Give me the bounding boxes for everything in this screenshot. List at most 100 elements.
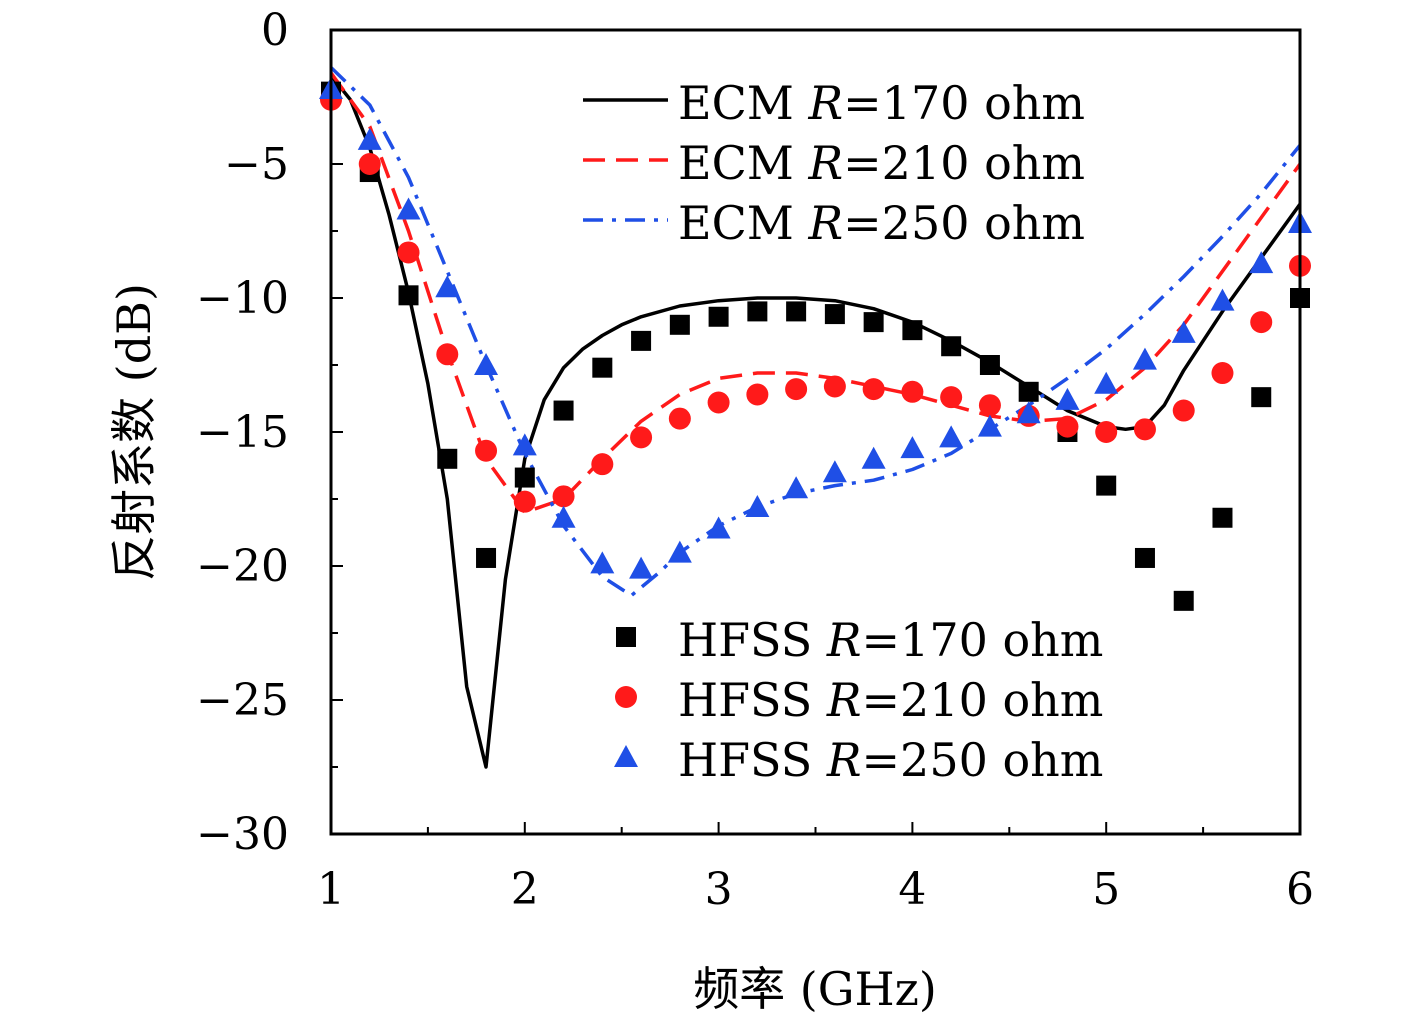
hfss-circle-point [668, 407, 691, 430]
hfss-circle-point [591, 453, 614, 476]
hfss-triangle-point [861, 446, 886, 469]
hfss-circle-point [823, 375, 846, 398]
hfss-triangle-point [1016, 401, 1041, 424]
hfss-circle-point [1211, 362, 1234, 385]
hfss-circle-point [746, 383, 769, 406]
legend: ECM R=170 ohm ECM R=210 ohm ECM R=250 ohm H… [583, 76, 1103, 787]
hfss-square-point [824, 304, 845, 325]
legend-marker-sample [614, 745, 638, 767]
hfss-square-point [941, 336, 962, 357]
ecm-line-2 [331, 71, 1300, 515]
hfss-square-point [1251, 387, 1272, 408]
plot-frame [329, 28, 1302, 836]
hfss-square-point [631, 330, 652, 351]
hfss-square-point [398, 285, 419, 306]
hfss-triangle-point [1171, 320, 1196, 343]
x-axis-title: 频率 (GHz) [693, 962, 937, 1016]
y-tick-label: −30 [196, 809, 289, 860]
hfss-circle-point [1056, 415, 1079, 438]
legend-label-hfss: HFSS R=210 ohm [678, 673, 1103, 727]
hfss-circle-point [1133, 418, 1156, 441]
hfss-square-point [863, 312, 884, 333]
y-tick-label: −20 [196, 541, 289, 592]
hfss-square-point [476, 547, 497, 568]
hfss-circle-point [1095, 421, 1118, 443]
x-tick-label: 6 [1286, 864, 1314, 915]
hfss-circle-point [513, 490, 536, 513]
legend-label-ecm: ECM R=170 ohm [678, 76, 1085, 130]
hfss-triangle-point [822, 460, 847, 483]
hfss-series-markers [319, 76, 1312, 611]
hfss-circle-point [862, 378, 885, 401]
hfss-square-point [1173, 590, 1194, 611]
axis-tick-labels: 1 2 3 4 5 6 0 −5 −10 −15 −20 −25 −30 [196, 5, 1314, 915]
hfss-square-point [669, 314, 690, 335]
hfss-triangle-point [667, 540, 692, 563]
hfss-triangle-point [977, 414, 1002, 437]
hfss-triangle-point [939, 425, 964, 448]
hfss-square-point [514, 467, 535, 488]
hfss-triangle-point [551, 505, 576, 528]
y-tick-label: −10 [196, 273, 289, 324]
y-axis-title: 反射系数 (dB) [107, 283, 161, 581]
x-tick-label: 4 [898, 864, 926, 915]
hfss-triangle-point [629, 556, 654, 579]
hfss-square-point [902, 320, 923, 341]
hfss-triangle-point [435, 275, 460, 298]
hfss-circle-point [785, 378, 808, 401]
hfss-circle-point [397, 241, 420, 264]
hfss-triangle-point [1132, 347, 1157, 370]
hfss-circle-point [552, 485, 575, 508]
legend-label-hfss: HFSS R=250 ohm [678, 733, 1103, 787]
hfss-circle-point [978, 394, 1001, 417]
hfss-square-point [1018, 381, 1039, 402]
hfss-square-point [786, 301, 807, 322]
hfss-circle-point [940, 386, 963, 409]
hfss-square-point [592, 357, 613, 378]
hfss-triangle-point [512, 433, 537, 456]
hfss-triangle-point [1210, 288, 1235, 311]
hfss-triangle-point [590, 551, 615, 574]
hfss-square-point [1096, 475, 1117, 496]
y-tick-label: −25 [196, 675, 289, 726]
y-tick-label: −5 [224, 139, 289, 190]
hfss-circle-point [475, 439, 498, 462]
hfss-circle-point [358, 153, 381, 175]
y-tick-label: −15 [196, 407, 289, 458]
hfss-triangle-point [396, 197, 421, 220]
legend-label-ecm: ECM R=210 ohm [678, 136, 1085, 190]
hfss-circle-point [436, 343, 459, 366]
x-tick-label: 2 [511, 864, 539, 915]
hfss-square-point [553, 400, 574, 421]
hfss-circle-point [630, 426, 653, 449]
hfss-square-point [747, 301, 768, 322]
hfss-triangle-point [900, 436, 925, 459]
hfss-circle-point [707, 391, 730, 414]
hfss-square-point [1212, 507, 1233, 528]
hfss-triangle-point [1249, 251, 1274, 274]
legend-marker-sample [615, 686, 637, 708]
hfss-square-point [708, 306, 729, 327]
x-tick-label: 5 [1092, 864, 1120, 915]
hfss-triangle-point [474, 353, 499, 375]
x-tick-label: 1 [317, 864, 345, 915]
y-tick-label: 0 [261, 5, 289, 56]
hfss-circle-point [1172, 399, 1195, 422]
hfss-square-point [979, 355, 1000, 375]
hfss-triangle-point [745, 495, 770, 518]
legend-label-hfss: HFSS R=170 ohm [678, 613, 1103, 667]
hfss-circle-point [901, 380, 924, 403]
hfss-triangle-point [357, 127, 382, 150]
hfss-circle-point [1250, 311, 1273, 334]
hfss-triangle-point [1055, 387, 1080, 410]
hfss-triangle-point [784, 476, 809, 499]
hfss-square-point [437, 448, 458, 469]
legend-label-ecm: ECM R=250 ohm [678, 196, 1085, 250]
legend-marker-sample [616, 627, 636, 647]
hfss-square-point [1134, 547, 1155, 568]
ecm-line-1 [331, 74, 1300, 769]
hfss-triangle-point [1094, 371, 1119, 394]
hfss-triangle-point [706, 516, 731, 539]
x-tick-label: 3 [705, 864, 733, 915]
